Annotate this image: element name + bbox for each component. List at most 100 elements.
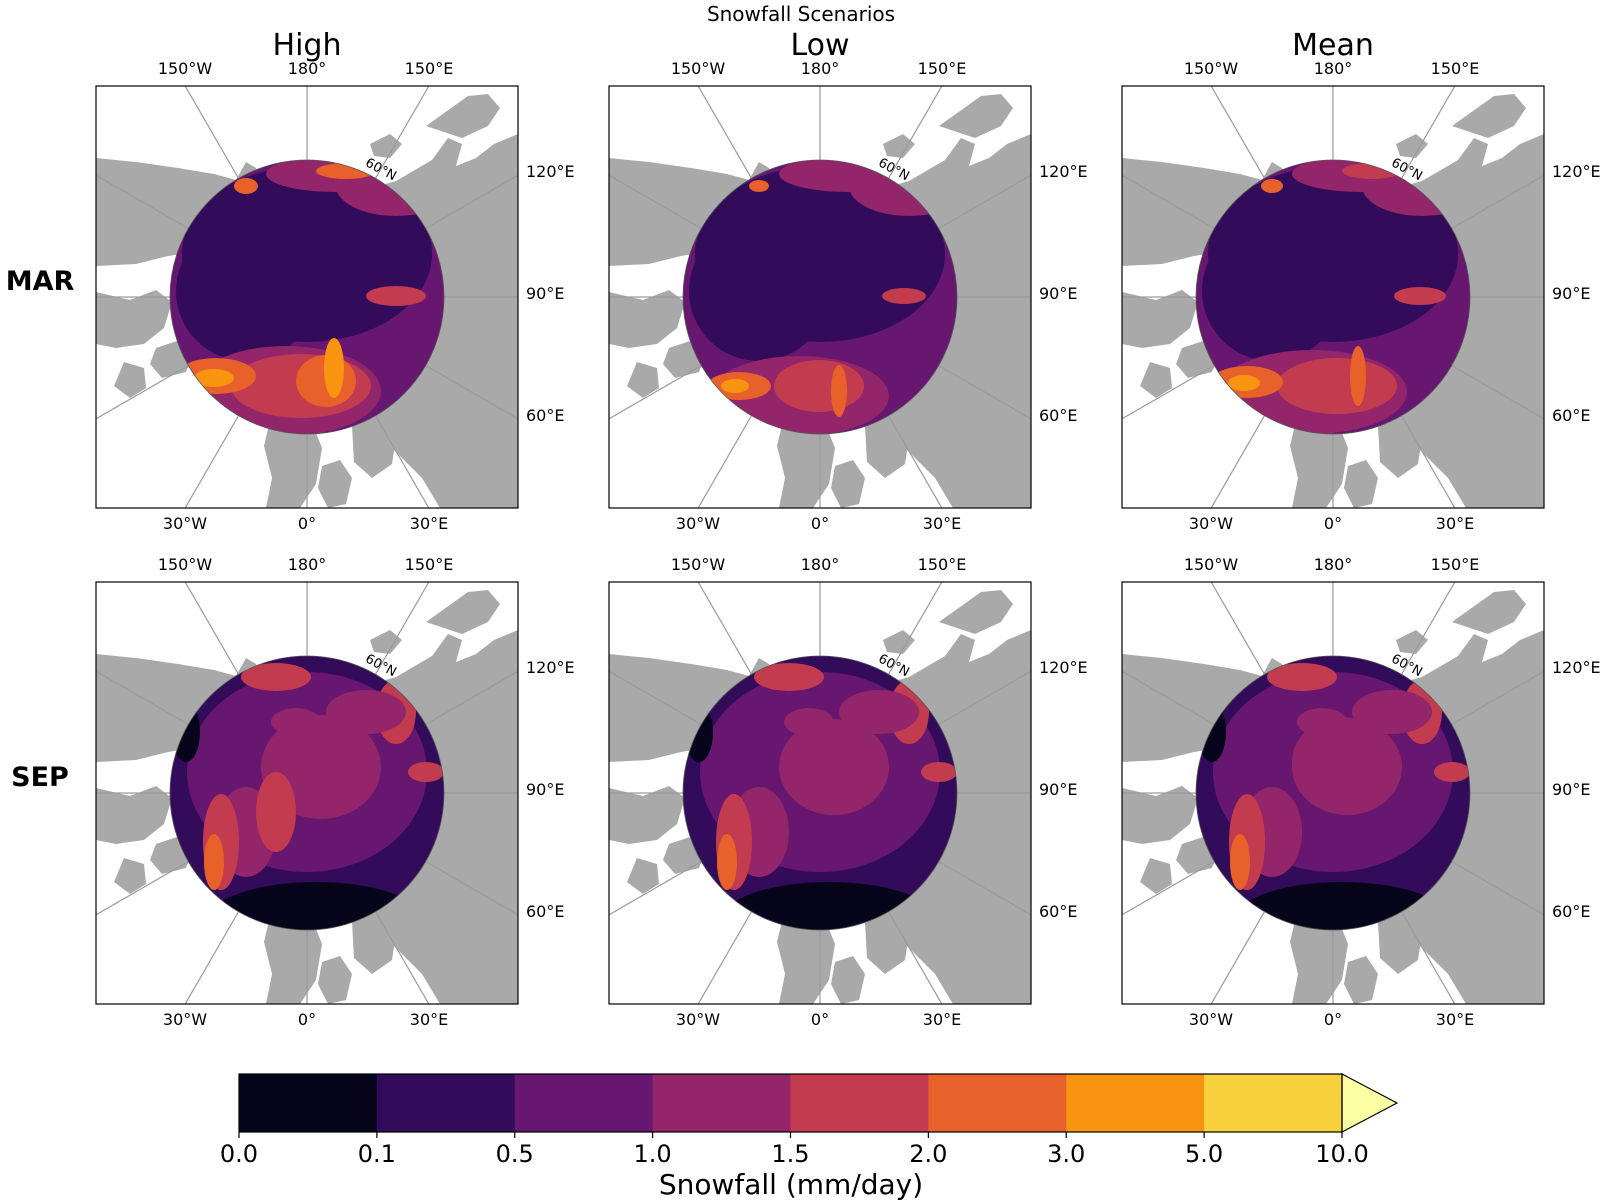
land-mass: [434, 402, 468, 428]
lon-label-top: 180°: [288, 59, 327, 78]
snowfall-contour: [241, 663, 311, 691]
land-mass: [1482, 938, 1516, 966]
lon-label-bottom: 30°E: [410, 514, 448, 533]
snowfall-contour: [784, 708, 834, 736]
lon-label-top: 150°E: [918, 59, 967, 78]
parallel-60n-circle: [1195, 159, 1471, 435]
land-mass: [456, 938, 490, 966]
lon-label-bottom: 0°: [811, 514, 829, 533]
map-canvas: [1122, 582, 1544, 1004]
land-mass: [883, 134, 915, 158]
colorbar-tick-label: 0.0: [220, 1140, 258, 1168]
lon-label-right: 120°E: [1552, 658, 1600, 677]
colorbar-tick-label: 0.5: [496, 1140, 534, 1168]
land-mass: [1344, 956, 1378, 1004]
lon-label-right: 90°E: [1039, 284, 1077, 303]
lon-label-right: 120°E: [1039, 658, 1088, 677]
lon-label-right: 90°E: [526, 284, 564, 303]
land-mass: [1378, 420, 1422, 478]
lon-label-right: 120°E: [526, 162, 575, 181]
land-mass: [352, 420, 396, 478]
lon-label-top: 150°E: [1431, 59, 1480, 78]
snowfall-contour: [754, 663, 824, 691]
snowfall-contour: [234, 178, 258, 194]
snowfall-contour: [774, 360, 864, 412]
snowfall-field: [170, 656, 444, 930]
lon-label-bottom: 30°E: [923, 1010, 961, 1029]
colorbar-segment: [1204, 1074, 1343, 1132]
snowfall-contour: [1434, 762, 1470, 782]
snowfall-contour: [719, 882, 939, 930]
snowfall-contour: [1350, 346, 1366, 406]
land-mass: [1460, 402, 1494, 428]
map-frame: [95, 85, 519, 509]
lon-label-bottom: 0°: [1324, 514, 1342, 533]
land-mass: [947, 402, 981, 428]
map-frame: [608, 581, 1032, 1005]
land-mass: [1396, 134, 1428, 158]
land-mass: [1378, 916, 1422, 974]
colorbar-label: Snowfall (mm/day): [659, 1168, 923, 1200]
land-mass: [1396, 630, 1428, 654]
row-label-mar: MAR: [6, 266, 75, 297]
lon-label-top: 150°E: [1431, 555, 1480, 574]
lon-label-bottom: 0°: [1324, 1010, 1342, 1029]
column-title-low: Low: [790, 28, 849, 63]
lon-label-bottom: 30°W: [1189, 514, 1233, 533]
snowfall-contour: [689, 221, 829, 361]
map-canvas: [609, 582, 1031, 1004]
parallel-60n-circle: [169, 655, 445, 931]
snowfall-contour: [1230, 834, 1250, 890]
land-mass: [865, 420, 909, 478]
land-mass: [1122, 786, 1198, 844]
lon-label-right: 60°E: [526, 902, 564, 921]
colorbar-tick-label: 2.0: [909, 1140, 947, 1168]
land-mass: [1452, 590, 1526, 634]
snowfall-contour: [206, 882, 426, 930]
land-mass: [1482, 442, 1516, 470]
colorbar-extend-arrow: [1341, 1073, 1399, 1133]
snowfall-contour: [324, 338, 344, 398]
map-canvas: [96, 582, 518, 1004]
map-frame: [608, 85, 1032, 509]
land-mass: [370, 134, 402, 158]
lon-label-right: 90°E: [1039, 780, 1077, 799]
parallel-60n-circle: [682, 655, 958, 931]
lon-label-top: 150°W: [1184, 555, 1239, 574]
lon-label-top: 150°E: [918, 555, 967, 574]
row-label-sep: SEP: [11, 762, 69, 793]
snowfall-contour: [1277, 358, 1397, 414]
snowfall-contour: [1202, 221, 1342, 361]
lon-label-top: 150°W: [158, 59, 213, 78]
lon-label-top: 150°W: [671, 555, 726, 574]
land-mass: [96, 786, 172, 844]
lon-label-bottom: 30°W: [163, 1010, 207, 1029]
snowfall-contour: [194, 369, 234, 387]
lon-label-bottom: 0°: [298, 514, 316, 533]
snowfall-contour: [1352, 690, 1432, 734]
land-mass: [609, 290, 685, 348]
colorbar-segment: [239, 1074, 378, 1132]
snowfall-contour: [408, 762, 444, 782]
snowfall-field: [1196, 656, 1470, 930]
map-canvas: [96, 86, 518, 508]
snowfall-field: [683, 656, 957, 930]
snowfall-contour: [717, 834, 737, 890]
land-mass: [352, 916, 396, 974]
lon-label-top: 150°W: [1184, 59, 1239, 78]
land-mass: [609, 786, 685, 844]
lon-label-right: 60°E: [1039, 902, 1077, 921]
parallel-60n-circle: [1195, 655, 1471, 931]
snowfall-contour: [1394, 287, 1446, 305]
snowfall-contour: [176, 221, 316, 361]
parallel-60n-circle: [682, 159, 958, 435]
land-mass: [939, 94, 1013, 138]
lon-label-right: 120°E: [1039, 162, 1088, 181]
land-mass: [1140, 362, 1172, 398]
map-frame: [1121, 85, 1545, 509]
lon-label-top: 150°E: [405, 59, 454, 78]
lon-label-right: 90°E: [1552, 780, 1590, 799]
